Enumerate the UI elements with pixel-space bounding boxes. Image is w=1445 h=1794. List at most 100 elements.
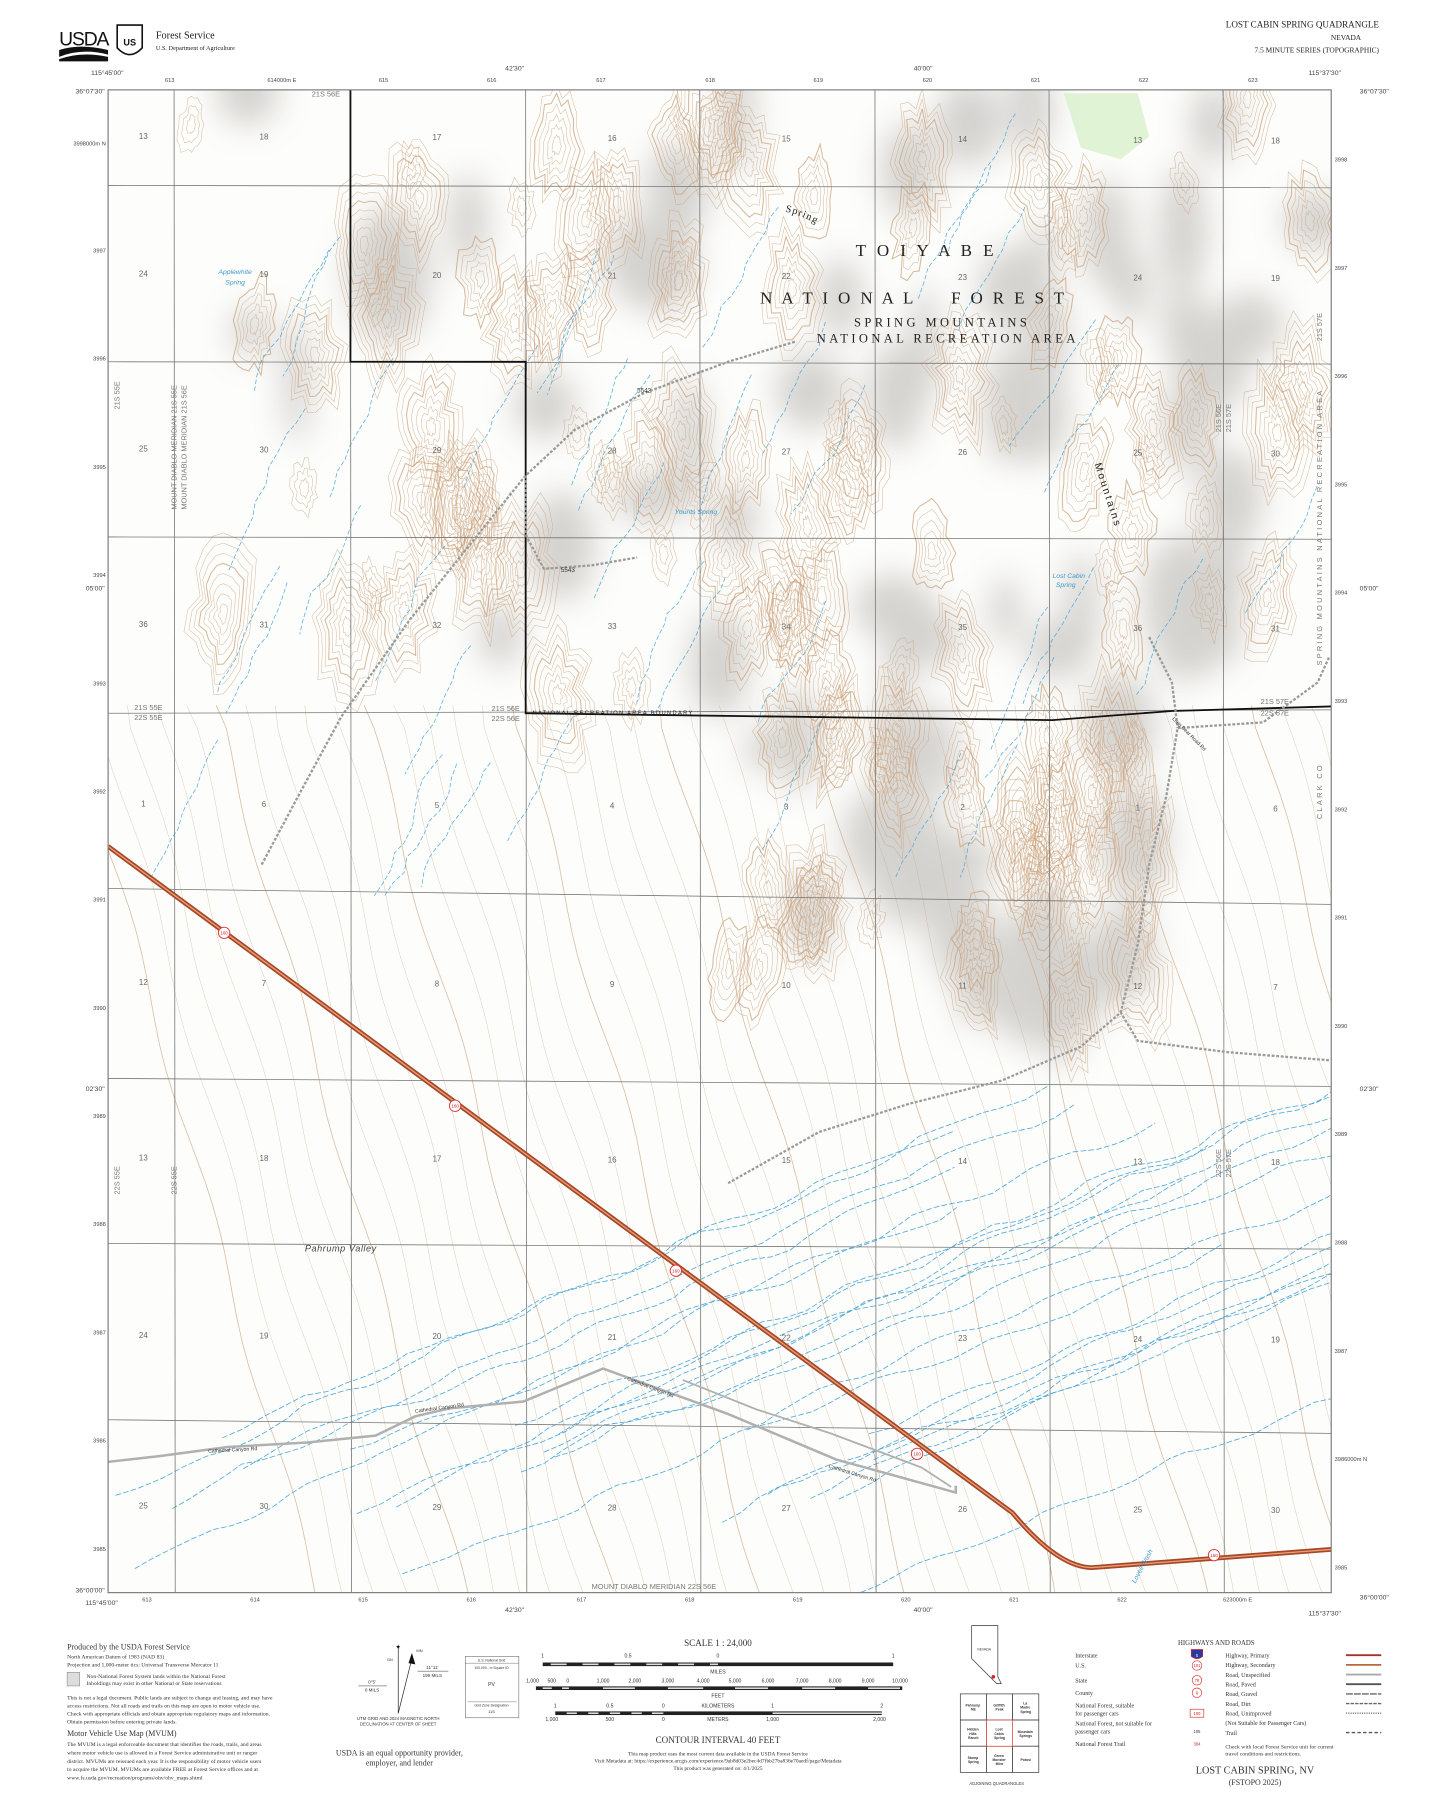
contour-line (1229, 89, 1265, 138)
contour-line (1044, 194, 1081, 283)
contour-line (1225, 89, 1269, 148)
longitude-label: 115°45'00" (85, 1599, 118, 1607)
contour-line (1029, 786, 1073, 875)
contour-line (858, 434, 869, 455)
contour-line (1104, 332, 1133, 388)
km-bar-segment (588, 1712, 599, 1715)
contour-line (1035, 880, 1053, 921)
contour-line (289, 457, 318, 519)
section-number: 30 (260, 445, 269, 454)
contour-line (956, 900, 995, 982)
contour-line (961, 789, 972, 811)
contour-line (644, 462, 655, 485)
hillshade-blob (448, 174, 488, 272)
legend-route-label-2: for passenger cars (1075, 1711, 1119, 1718)
contour-line (1108, 774, 1178, 950)
legend-route-label: National Forest, not suitable for (1075, 1721, 1152, 1728)
km-label: 0 (662, 1704, 665, 1710)
adjoining-name: La Madre Spring (1020, 1702, 1031, 1714)
mvum-line: to acquire the MVUM. MVUMs are available… (67, 1766, 258, 1773)
contour-line (776, 823, 854, 985)
forest-service-shield-icon: US (116, 24, 144, 56)
section-number: 14 (958, 135, 967, 144)
contour-line (367, 576, 378, 600)
stream-line (216, 566, 280, 695)
legend-road-label: Highway, Secondary (1225, 1663, 1275, 1669)
contour-line (1291, 179, 1330, 263)
contour-line (1055, 880, 1095, 967)
contour-line (450, 440, 503, 564)
section-number: 7 (1273, 983, 1278, 992)
contour-line (1258, 577, 1276, 616)
highway-shields: 160 160 160 160 160 (218, 926, 1221, 1562)
contour-line (423, 705, 673, 1593)
section-number: 11 (958, 982, 967, 991)
contour-line (666, 398, 696, 463)
easting-label: 613 (142, 1598, 151, 1604)
road-5542[interactable] (260, 340, 797, 866)
contour-line (707, 917, 753, 1023)
contour-line (1074, 194, 1093, 237)
contour-line (639, 452, 659, 495)
contour-line (576, 198, 597, 238)
contour-line (1121, 946, 1151, 1006)
contour-line (651, 366, 710, 493)
northing-label: 3993 (1335, 699, 1348, 705)
road-dirt-east-spur[interactable] (1119, 1011, 1330, 1062)
contour-line (734, 138, 765, 198)
contour-line (1070, 184, 1097, 248)
contour-line (621, 666, 642, 710)
contour-line (1185, 474, 1224, 560)
section-number: 1 (1136, 804, 1141, 813)
miles-label: 0.5 (625, 1653, 632, 1659)
township-label: 21S 56E (492, 704, 520, 713)
section-number: 10 (782, 981, 791, 990)
contour-line (232, 271, 277, 377)
stream-line (790, 384, 866, 515)
contour-line (1111, 925, 1160, 1025)
stream-line (463, 345, 539, 489)
contour-line (1122, 509, 1143, 550)
contour-line (1217, 89, 1277, 166)
township-label-vertical: 22S 56E (1214, 1149, 1223, 1177)
contour-line (1179, 172, 1190, 195)
contour-line (1204, 591, 1214, 613)
contour-line (791, 851, 844, 969)
contour-line (826, 452, 864, 526)
section-number: 18 (1271, 137, 1280, 146)
stream-line (958, 206, 1026, 331)
contour-line (1221, 705, 1332, 1093)
contour-line (805, 174, 822, 214)
section-number: 30 (260, 1502, 269, 1511)
contour-line (570, 705, 825, 1593)
cathedral-canyon-road-spur[interactable] (682, 1379, 952, 1488)
latitude-label: 05'00" (86, 585, 105, 592)
contour-line (656, 103, 696, 185)
contour-line (1053, 969, 1089, 1051)
contour-line (590, 155, 642, 263)
contour-line (390, 147, 446, 264)
disclaimer-line: Check with appropriate officials and obt… (67, 1711, 271, 1718)
metadata-text: This map product uses the most current d… (594, 1751, 842, 1772)
usda-logo-text: USDA (59, 29, 109, 51)
contour-line (603, 460, 623, 503)
road-dirt-north-spur[interactable] (1148, 636, 1179, 729)
northing-label: 3997 (1335, 266, 1348, 272)
contour-line (374, 553, 434, 673)
feet-label: 1,000 (597, 1679, 610, 1685)
meters-label: 2,000 (873, 1717, 886, 1723)
section-line (108, 536, 1332, 540)
northing-label: 3996 (1335, 374, 1348, 380)
meters-label: 500 (606, 1717, 615, 1723)
contour-line (706, 515, 745, 597)
contour-line (509, 312, 520, 334)
contour-line (903, 208, 921, 249)
road-dirt-east[interactable] (727, 657, 1330, 1185)
northing-label: 3991 (93, 898, 106, 904)
cathedral-canyon-road[interactable] (108, 1367, 957, 1495)
section-line (108, 1419, 1332, 1434)
stream-line (150, 739, 219, 879)
road-5543[interactable] (524, 475, 638, 570)
contour-line (842, 419, 873, 481)
